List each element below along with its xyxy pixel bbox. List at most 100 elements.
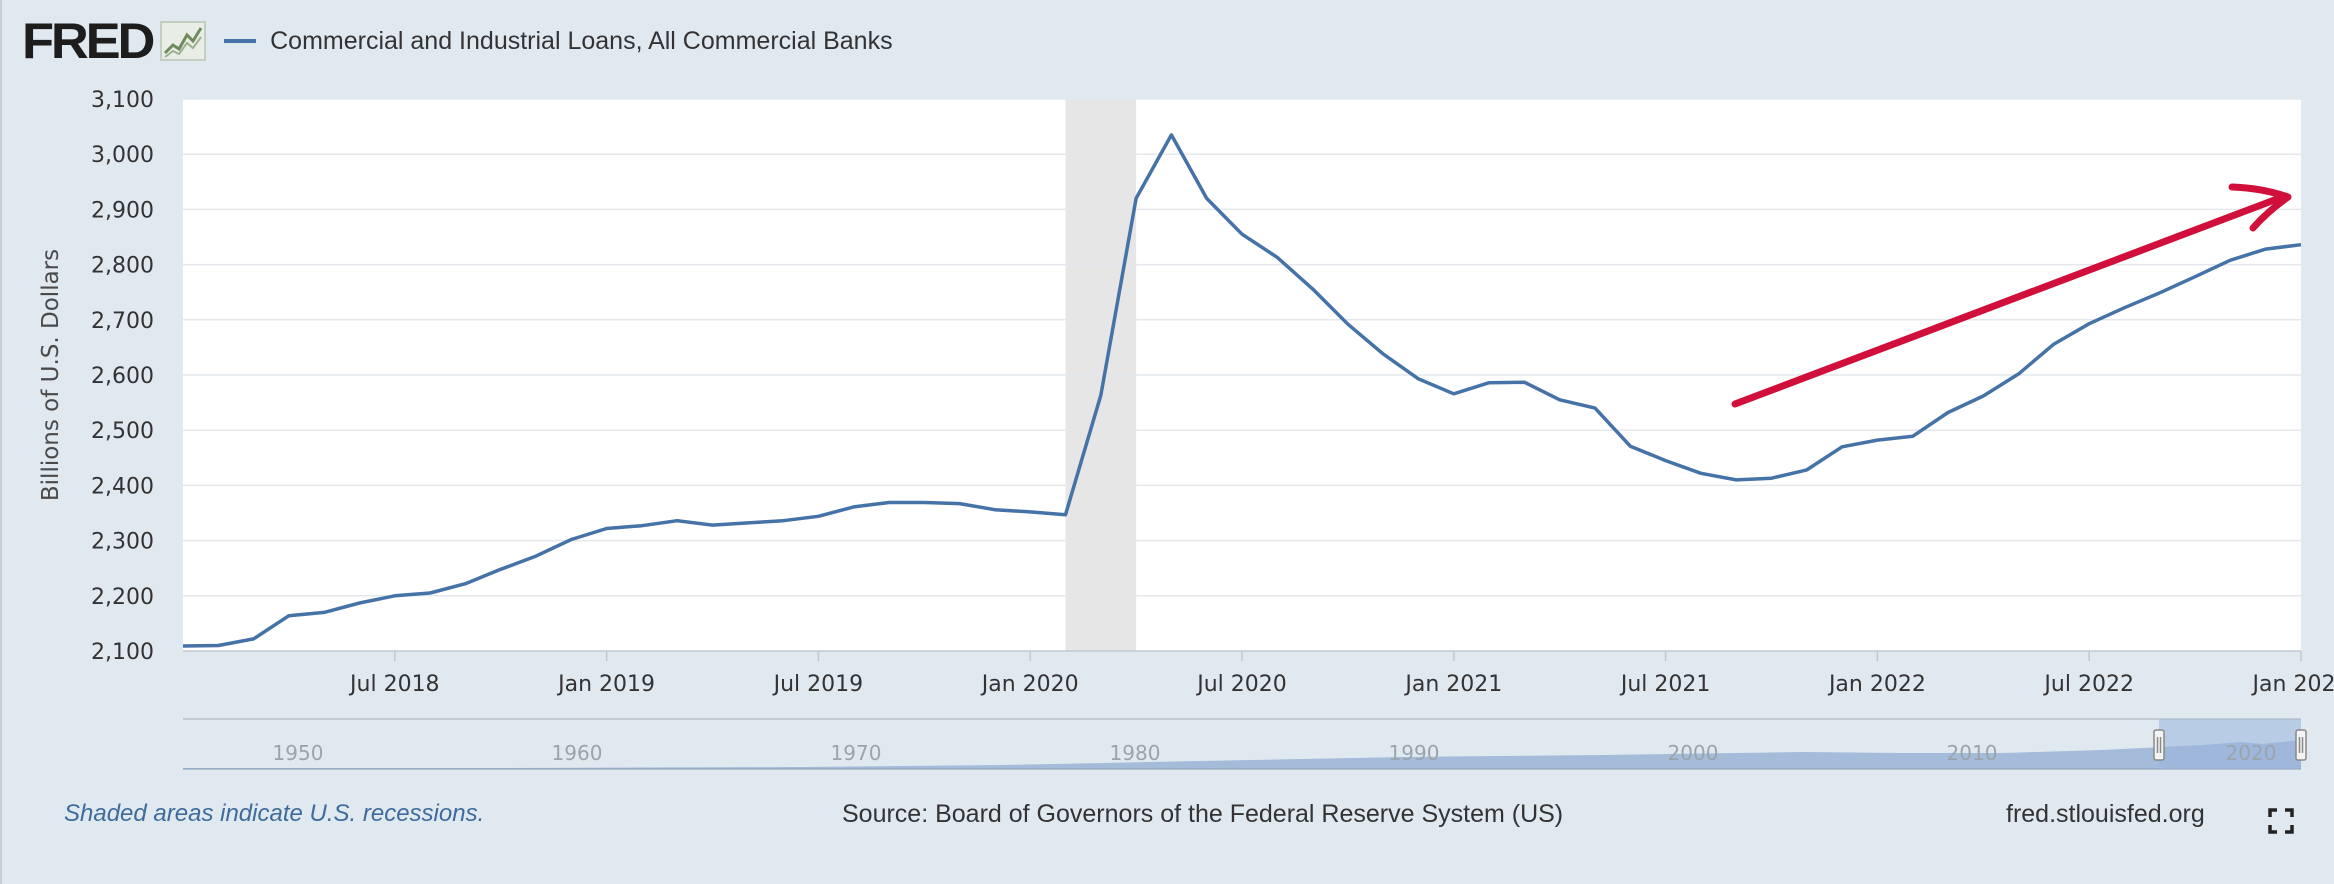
y-axis: 2,100 2,200 2,300 2,400 2,500 2,600 2,700 2,800… <box>91 88 154 665</box>
data-point[interactable] <box>251 636 257 642</box>
data-point[interactable] <box>1733 477 1739 483</box>
data-point[interactable] <box>2122 305 2128 311</box>
navigator-year-label: 1980 <box>1110 741 1161 765</box>
data-point[interactable] <box>180 643 186 649</box>
data-point[interactable] <box>710 522 716 528</box>
y-tick-label: 2,100 <box>91 640 154 665</box>
data-point[interactable] <box>1698 470 1704 476</box>
navigator-year-label: 2010 <box>1947 741 1998 765</box>
data-point[interactable] <box>215 642 221 648</box>
data-point[interactable] <box>674 518 680 524</box>
data-point[interactable] <box>745 520 751 526</box>
data-point[interactable] <box>1451 391 1457 397</box>
data-point[interactable] <box>2086 321 2092 327</box>
data-point[interactable] <box>1839 444 1845 450</box>
data-point[interactable] <box>427 590 433 596</box>
data-point[interactable] <box>357 600 363 606</box>
navigator[interactable]: 1950 1960 1970 1980 1990 2000 2010 2020 <box>183 718 2307 770</box>
navigator-handle-right[interactable] <box>2295 729 2307 761</box>
data-point[interactable] <box>1874 437 1880 443</box>
data-point[interactable] <box>2263 246 2269 252</box>
data-point[interactable] <box>2227 257 2233 263</box>
data-point[interactable] <box>2051 341 2057 347</box>
navigator-handle-left[interactable] <box>2153 729 2165 761</box>
data-point[interactable] <box>1063 512 1069 518</box>
data-point[interactable] <box>2192 274 2198 280</box>
data-point[interactable] <box>639 523 645 529</box>
data-point[interactable] <box>1769 475 1775 481</box>
data-point[interactable] <box>1804 467 1810 473</box>
data-point[interactable] <box>2157 290 2163 296</box>
data-point[interactable] <box>1204 195 1210 201</box>
y-tick-label: 2,600 <box>91 364 154 389</box>
grid-lines <box>183 98 2301 652</box>
data-point[interactable] <box>957 501 963 507</box>
data-point[interactable] <box>2298 242 2304 248</box>
y-tick-label: 2,900 <box>91 198 154 223</box>
data-point[interactable] <box>604 525 610 531</box>
data-point[interactable] <box>1945 410 1951 416</box>
y-tick-label: 2,300 <box>91 530 154 555</box>
x-tick-label: Jul 2022 <box>2042 672 2134 697</box>
x-tick-label: Jan 2020 <box>980 672 1079 697</box>
navigator-year-label: 2000 <box>1668 741 1719 765</box>
y-tick-label: 2,500 <box>91 419 154 444</box>
data-point[interactable] <box>1521 379 1527 385</box>
legend-swatch <box>224 39 257 43</box>
data-point[interactable] <box>1274 254 1280 260</box>
data-point[interactable] <box>392 593 398 599</box>
x-axis: Jul 2018 Jan 2019 Jul 2019 Jan 2020 Jul 2020… <box>348 651 2334 697</box>
data-point[interactable] <box>498 566 504 572</box>
legend[interactable]: Commercial and Industrial Loans, All Com… <box>224 27 893 56</box>
x-tick-label: Jul 2018 <box>348 672 440 697</box>
data-point[interactable] <box>1980 393 1986 399</box>
data-point[interactable] <box>921 500 927 506</box>
data-point[interactable] <box>1133 195 1139 201</box>
data-point[interactable] <box>1663 458 1669 464</box>
data-point[interactable] <box>1098 392 1104 398</box>
source-text: Source: Board of Governors of the Federa… <box>842 800 1564 828</box>
data-point[interactable] <box>1910 433 1916 439</box>
x-tick-label: Jan 2019 <box>556 672 655 697</box>
data-point[interactable] <box>568 536 574 542</box>
data-point[interactable] <box>533 553 539 559</box>
data-point[interactable] <box>815 513 821 519</box>
y-tick-label: 2,700 <box>91 309 154 334</box>
data-point[interactable] <box>1486 380 1492 386</box>
data-point[interactable] <box>1557 397 1563 403</box>
data-point[interactable] <box>286 613 292 619</box>
x-tick-label: Jul 2019 <box>772 672 864 697</box>
line-chart-icon <box>160 21 206 61</box>
data-point[interactable] <box>1239 231 1245 237</box>
x-tick-label: Jul 2021 <box>1619 672 1711 697</box>
data-point[interactable] <box>462 581 468 587</box>
data-point[interactable] <box>1416 376 1422 382</box>
x-tick-label: Jan 2022 <box>1827 672 1926 697</box>
data-point[interactable] <box>1627 443 1633 449</box>
x-tick-label: Jan 2021 <box>1403 672 1502 697</box>
site-link[interactable]: fred.stlouisfed.org <box>2006 800 2205 828</box>
x-tick-label: Jan 2023 <box>2251 672 2334 697</box>
navigator-year-label: 1960 <box>552 741 603 765</box>
data-point[interactable] <box>1310 286 1316 292</box>
data-point[interactable] <box>1345 321 1351 327</box>
data-point[interactable] <box>992 507 998 513</box>
navigator-year-label: 1970 <box>831 741 882 765</box>
data-point[interactable] <box>1168 132 1174 138</box>
navigator-year-label: 1950 <box>273 741 324 765</box>
fred-logo[interactable]: FRED <box>22 13 155 69</box>
chart-area[interactable]: 2,100 2,200 2,300 2,400 2,500 2,600 2,700 2,800… <box>2 0 2334 790</box>
data-point[interactable] <box>321 609 327 615</box>
data-point[interactable] <box>1380 351 1386 357</box>
recession-note: Shaded areas indicate U.S. recessions. <box>64 800 485 827</box>
data-point[interactable] <box>1027 509 1033 515</box>
y-tick-label: 3,000 <box>91 143 154 168</box>
data-point[interactable] <box>2016 371 2022 377</box>
data-point[interactable] <box>1592 405 1598 411</box>
data-point[interactable] <box>780 518 786 524</box>
data-point[interactable] <box>886 500 892 506</box>
expand-icon[interactable] <box>2268 808 2294 834</box>
x-tick-label: Jul 2020 <box>1195 672 1287 697</box>
y-tick-label: 2,200 <box>91 585 154 610</box>
data-point[interactable] <box>851 504 857 510</box>
